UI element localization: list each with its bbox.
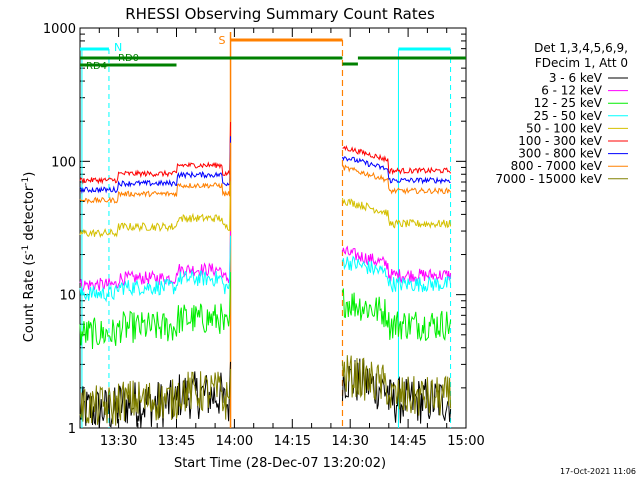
rd0-label: RD0 [118, 53, 139, 64]
legend-entry-label: 50 - 100 keV [526, 121, 603, 135]
x-tick-label: 15:00 [447, 434, 484, 449]
legend-entry-label: 12 - 25 keV [534, 96, 603, 110]
x-axis: 13:30 13:45 14:00 14:15 14:30 14:45 15:00 [79, 28, 485, 449]
generated-timestamp: 17-Oct-2021 11:06 [560, 467, 636, 476]
legend-entry-label: 100 - 300 keV [518, 134, 602, 148]
y-axis: 1 10 100 1000 [43, 22, 466, 437]
legend-entry-label: 800 - 7000 keV [511, 159, 603, 173]
x-tick-label: 13:30 [100, 434, 137, 449]
legend-entry-label: 300 - 800 keV [518, 147, 602, 161]
series-line-8 [79, 355, 452, 426]
series-line-7 [79, 142, 452, 205]
x-tick-label: 14:00 [216, 434, 253, 449]
x-tick-label: 14:45 [389, 434, 426, 449]
x-tick-label: 14:30 [331, 434, 368, 449]
y-tick-label: 100 [51, 155, 76, 170]
observing-annotations: N S RD0 RD4 [80, 32, 466, 428]
legend-entry-label: 6 - 12 keV [541, 84, 603, 98]
y-tick-label: 1 [68, 422, 76, 437]
series-line-2 [79, 272, 452, 350]
x-axis-label: Start Time (28-Dec-07 13:20:02) [174, 456, 386, 471]
legend-header-line-1: Det 1,3,4,5,6,9, [534, 41, 628, 55]
legend-header-line-2: FDecim 1, Att 0 [535, 56, 628, 70]
series-line-1 [79, 231, 452, 292]
plot-frame [79, 27, 467, 429]
y-axis-label: Count Rate (s-1 detector-1) [21, 172, 37, 343]
series-lines [79, 121, 452, 429]
legend-entry-label: 25 - 50 keV [534, 109, 603, 123]
rd4-label: RD4 [86, 61, 107, 72]
series-line-0 [79, 358, 452, 429]
x-tick-label: 13:45 [158, 434, 195, 449]
saa-label: S [219, 34, 226, 47]
series-line-4 [79, 181, 452, 239]
legend-entry-label: 7000 - 15000 keV [495, 172, 602, 186]
x-tick-label: 14:15 [274, 434, 311, 449]
series-line-6 [79, 136, 451, 195]
legend: Det 1,3,4,5,6,9, FDecim 1, Att 0 3 - 6 k… [495, 41, 628, 186]
legend-entry-label: 3 - 6 keV [549, 71, 603, 85]
series-line-3 [79, 235, 452, 303]
plot-border [79, 27, 467, 429]
y-tick-label: 1000 [43, 22, 76, 37]
night-label: N [114, 41, 122, 54]
chart-title: RHESSI Observing Summary Count Rates [125, 5, 435, 23]
y-tick-label: 10 [59, 289, 76, 304]
series-line-5 [79, 121, 452, 185]
